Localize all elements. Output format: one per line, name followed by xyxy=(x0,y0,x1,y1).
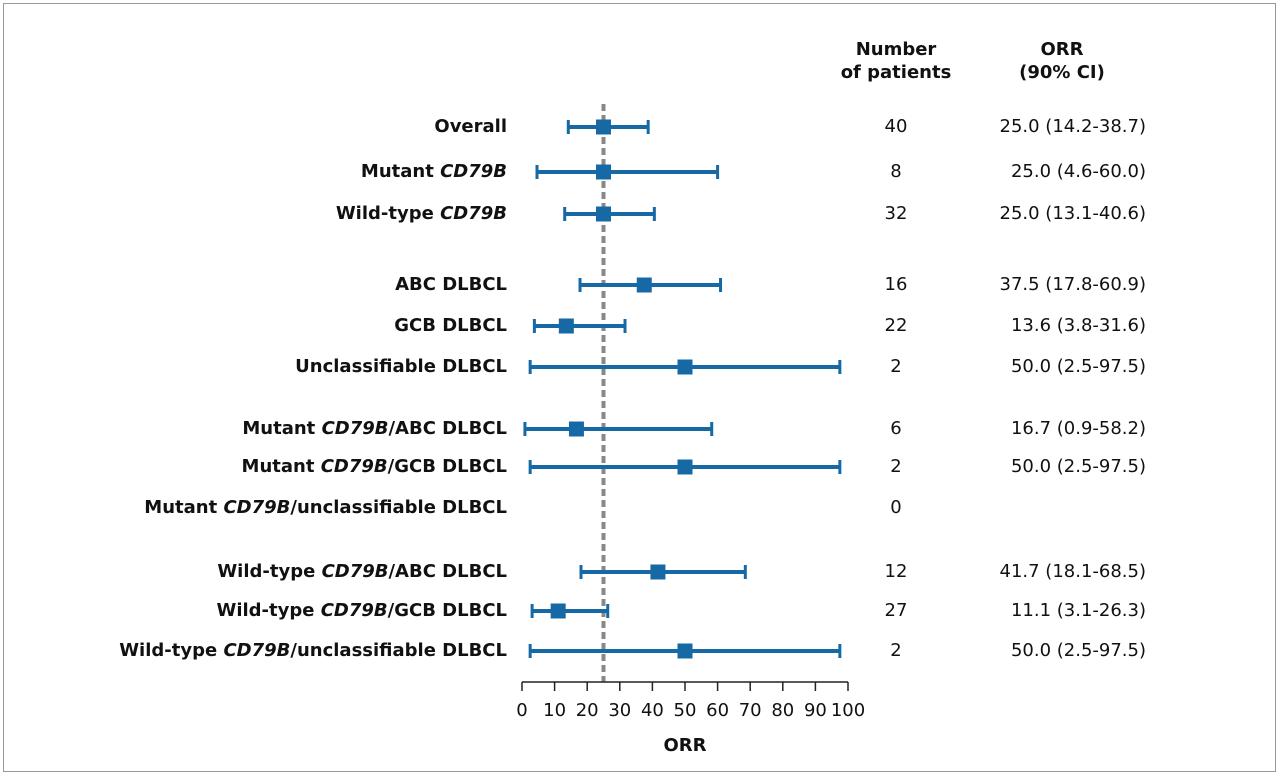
point-estimate xyxy=(677,643,693,659)
row-label: Wild-type CD79B/ABC DLBCL xyxy=(217,561,507,582)
x-tick-label: 20 xyxy=(576,700,599,721)
point-estimate xyxy=(677,359,693,375)
row-label: Overall xyxy=(434,116,507,137)
orr-ci-label: 13.6 (3.8-31.6) xyxy=(1011,315,1146,336)
row-label: Mutant CD79B/GCB DLBCL xyxy=(242,456,507,477)
patient-count: 6 xyxy=(890,418,901,439)
row-label: Unclassifiable DLBCL xyxy=(295,356,507,377)
orr-ci-label: 11.1 (3.1-26.3) xyxy=(1011,600,1146,621)
frame xyxy=(3,3,1276,772)
orr-ci-label: 16.7 (0.9-58.2) xyxy=(1011,418,1146,439)
x-tick-label: 30 xyxy=(608,700,631,721)
point-estimate xyxy=(596,119,611,135)
orr-ci-label: 25.0 (13.1-40.6) xyxy=(1000,203,1147,224)
patient-count: 2 xyxy=(890,640,901,661)
x-tick-label: 10 xyxy=(543,700,566,721)
row-label: ABC DLBCL xyxy=(395,274,507,295)
x-tick-label: 100 xyxy=(831,700,865,721)
point-estimate xyxy=(558,318,574,334)
point-estimate xyxy=(550,603,566,619)
row-label: Mutant CD79B/ABC DLBCL xyxy=(242,418,507,439)
x-tick-label: 80 xyxy=(771,700,794,721)
orr-ci-label: 50.0 (2.5-97.5) xyxy=(1011,640,1146,661)
point-estimate xyxy=(636,277,652,293)
point-estimate xyxy=(596,164,611,180)
row-label: Mutant CD79B/unclassifiable DLBCL xyxy=(144,497,507,518)
patient-count: 8 xyxy=(890,161,901,182)
patient-count: 2 xyxy=(890,356,901,377)
patient-count: 32 xyxy=(885,203,908,224)
x-tick-label: 70 xyxy=(739,700,762,721)
row-label: Wild-type CD79B/GCB DLBCL xyxy=(216,600,507,621)
patient-count: 27 xyxy=(885,600,908,621)
patient-count: 2 xyxy=(890,456,901,477)
point-estimate xyxy=(677,459,693,475)
x-tick-label: 60 xyxy=(706,700,729,721)
orr-ci-label: 50.0 (2.5-97.5) xyxy=(1011,456,1146,477)
row-label: GCB DLBCL xyxy=(394,315,507,336)
x-tick-label: 0 xyxy=(516,700,527,721)
patient-count: 12 xyxy=(885,561,908,582)
row-label: Wild-type CD79B/unclassifiable DLBCL xyxy=(119,640,507,661)
x-tick-label: 90 xyxy=(804,700,827,721)
row-label: Wild-type CD79B xyxy=(336,203,507,224)
row-label: Mutant CD79B xyxy=(361,161,507,182)
column-header: of patients xyxy=(841,62,952,83)
patient-count: 40 xyxy=(885,116,908,137)
point-estimate xyxy=(568,421,584,437)
patient-count: 22 xyxy=(885,315,908,336)
column-header: (90% CI) xyxy=(1019,62,1105,83)
orr-ci-label: 25.0 (14.2-38.7) xyxy=(1000,116,1147,137)
point-estimate xyxy=(650,564,666,580)
x-tick-label: 50 xyxy=(674,700,697,721)
x-axis-label: ORR xyxy=(663,735,706,756)
x-tick-label: 40 xyxy=(641,700,664,721)
column-header: ORR xyxy=(1040,39,1083,60)
orr-ci-label: 25.0 (4.6-60.0) xyxy=(1011,161,1146,182)
orr-ci-label: 41.7 (18.1-68.5) xyxy=(1000,561,1147,582)
column-header: Number xyxy=(856,39,937,60)
patient-count: 0 xyxy=(890,497,901,518)
orr-ci-label: 37.5 (17.8-60.9) xyxy=(1000,274,1147,295)
point-estimate xyxy=(596,206,611,222)
orr-ci-label: 50.0 (2.5-97.5) xyxy=(1011,356,1146,377)
patient-count: 16 xyxy=(885,274,908,295)
